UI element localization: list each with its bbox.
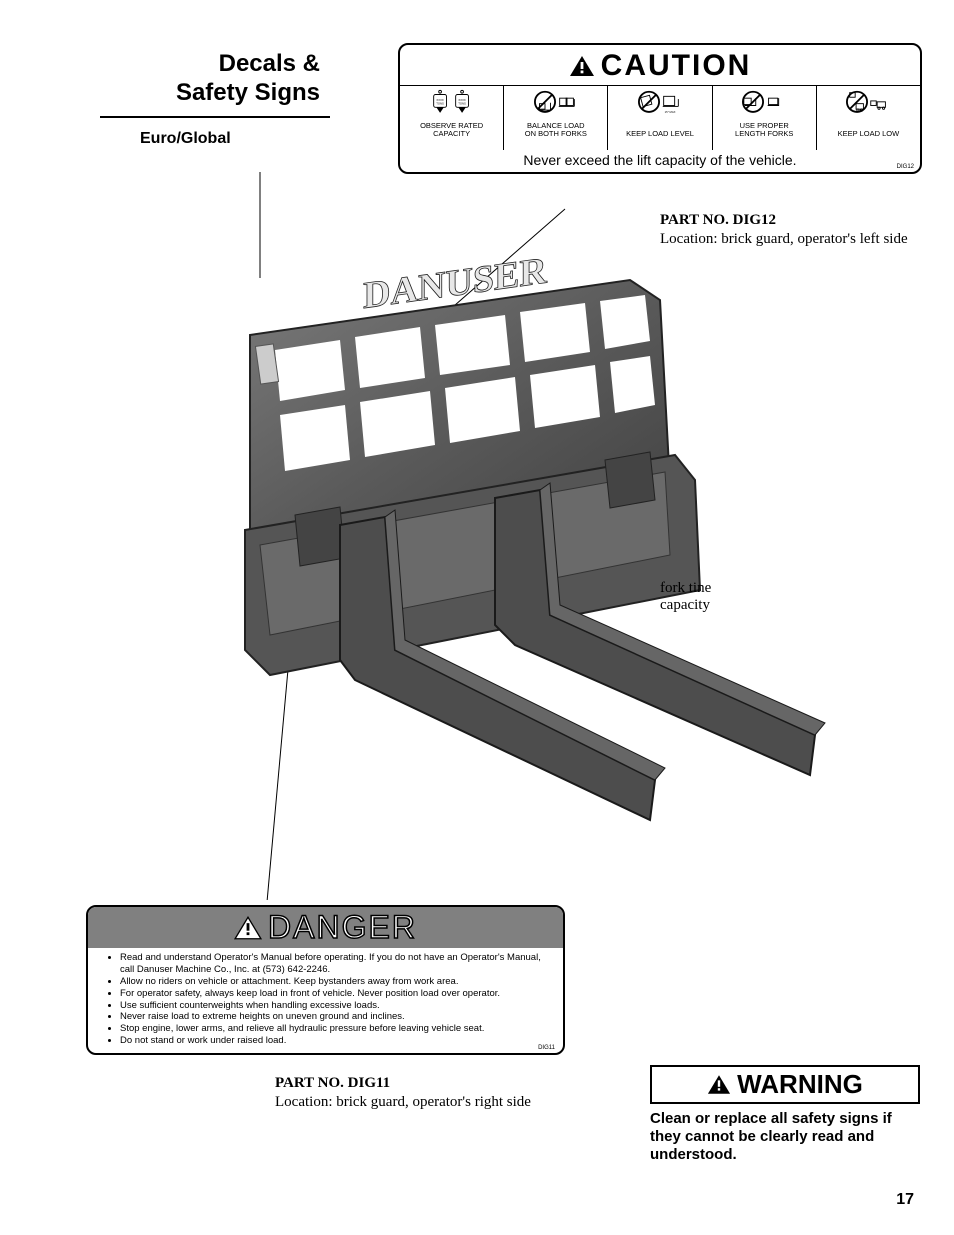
capacity-icon: XXXX TONS XXXX TONS [430, 89, 474, 120]
svg-text:15° MAX: 15° MAX [665, 110, 676, 114]
danger-item: Allow no riders on vehicle or attachment… [120, 976, 553, 988]
svg-text:XXXX: XXXX [436, 98, 443, 102]
warning-body-text: Clean or replace all safety signs if the… [650, 1110, 920, 1164]
svg-text:XXXX: XXXX [458, 98, 465, 102]
caution-dig: DIG12 [897, 164, 914, 170]
danger-item: For operator safety, always keep load in… [120, 988, 553, 1000]
svg-text:TONS: TONS [458, 102, 466, 106]
length-icon [742, 89, 786, 120]
warning-triangle-icon [234, 916, 262, 940]
danger-item: Use sufficient counterweights when handl… [120, 1000, 553, 1012]
balance-icon [534, 89, 578, 120]
svg-text:TONS: TONS [436, 102, 444, 106]
level-icon: 15° MAX [638, 89, 682, 120]
caution-cell-low: KEEP LOAD LOW [817, 86, 920, 150]
danger-item: Do not stand or work under raised load. [120, 1035, 553, 1047]
page-title-block: Decals & Safety Signs [120, 50, 320, 118]
dig11-part-no: PART NO. DIG11 [275, 1075, 531, 1092]
title-line1: Decals & [219, 50, 320, 77]
warning-header-text: WARNING [737, 1069, 863, 1100]
warning-triangle-icon [707, 1074, 731, 1095]
warning-block: WARNING Clean or replace all safety sign… [650, 1065, 920, 1164]
caution-cell-balance: BALANCE LOADON BOTH FORKS [504, 86, 608, 150]
danger-item: Stop engine, lower arms, and relieve all… [120, 1023, 553, 1035]
danger-header-text: DANGER [268, 909, 417, 946]
danger-body: Read and understand Operator's Manual be… [88, 948, 563, 1053]
caution-header-text: CAUTION [601, 49, 752, 83]
dig11-location: Location: brick guard, operator's right … [275, 1094, 531, 1111]
caution-decal: CAUTION XXXX TONS XXXX TONS [398, 43, 922, 174]
danger-item: Never raise load to extreme heights on u… [120, 1011, 553, 1023]
page-number: 17 [896, 1191, 914, 1209]
fork-tine-label: fork tine capacity [660, 580, 711, 614]
danger-item: Read and understand Operator's Manual be… [120, 952, 553, 976]
danger-decal: DANGER Read and understand Operator's Ma… [86, 905, 565, 1055]
caution-cell-capacity: XXXX TONS XXXX TONS OBSERVE RATEDCAPACIT… [400, 86, 504, 150]
subtitle: Euro/Global [140, 130, 231, 148]
caution-cell-level: 15° MAX KEEP LOAD LEVEL [608, 86, 712, 150]
danger-dig: DIG11 [538, 1045, 555, 1051]
caution-cell-length: USE PROPERLENGTH FORKS [713, 86, 817, 150]
caution-icons-row: XXXX TONS XXXX TONS OBSERVE RATEDCAPACIT… [400, 85, 920, 150]
low-icon [846, 89, 890, 120]
warning-triangle-icon [569, 55, 595, 77]
part-dig11-block: PART NO. DIG11 Location: brick guard, op… [275, 1075, 531, 1111]
title-line2: Safety Signs [176, 79, 320, 106]
pallet-fork-illustration: DANUSER [95, 160, 875, 900]
